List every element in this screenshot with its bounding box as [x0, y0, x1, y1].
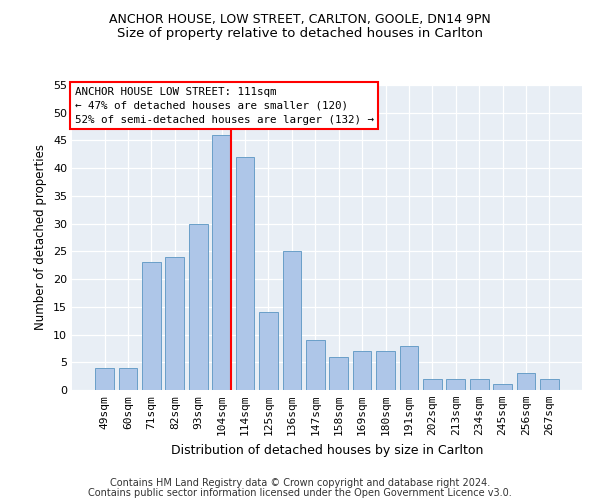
Bar	[119, 368, 137, 390]
Text: Contains public sector information licensed under the Open Government Licence v3: Contains public sector information licen…	[88, 488, 512, 498]
Text: ANCHOR HOUSE LOW STREET: 111sqm
← 47% of detached houses are smaller (120)
52% o: ANCHOR HOUSE LOW STREET: 111sqm ← 47% of…	[74, 86, 374, 124]
Bar	[329, 356, 348, 390]
Bar	[236, 157, 254, 390]
Y-axis label: Number of detached properties: Number of detached properties	[34, 144, 47, 330]
Text: ANCHOR HOUSE, LOW STREET, CARLTON, GOOLE, DN14 9PN: ANCHOR HOUSE, LOW STREET, CARLTON, GOOLE…	[109, 12, 491, 26]
Bar	[540, 379, 559, 390]
Bar	[142, 262, 161, 390]
Bar	[400, 346, 418, 390]
Bar	[376, 351, 395, 390]
Text: Size of property relative to detached houses in Carlton: Size of property relative to detached ho…	[117, 28, 483, 40]
Bar	[212, 135, 231, 390]
Bar	[95, 368, 114, 390]
Bar	[306, 340, 325, 390]
Bar	[446, 379, 465, 390]
Bar	[283, 252, 301, 390]
Bar	[423, 379, 442, 390]
Bar	[166, 257, 184, 390]
Bar	[353, 351, 371, 390]
Text: Contains HM Land Registry data © Crown copyright and database right 2024.: Contains HM Land Registry data © Crown c…	[110, 478, 490, 488]
Bar	[259, 312, 278, 390]
X-axis label: Distribution of detached houses by size in Carlton: Distribution of detached houses by size …	[171, 444, 483, 456]
Bar	[470, 379, 488, 390]
Bar	[493, 384, 512, 390]
Bar	[517, 374, 535, 390]
Bar	[189, 224, 208, 390]
